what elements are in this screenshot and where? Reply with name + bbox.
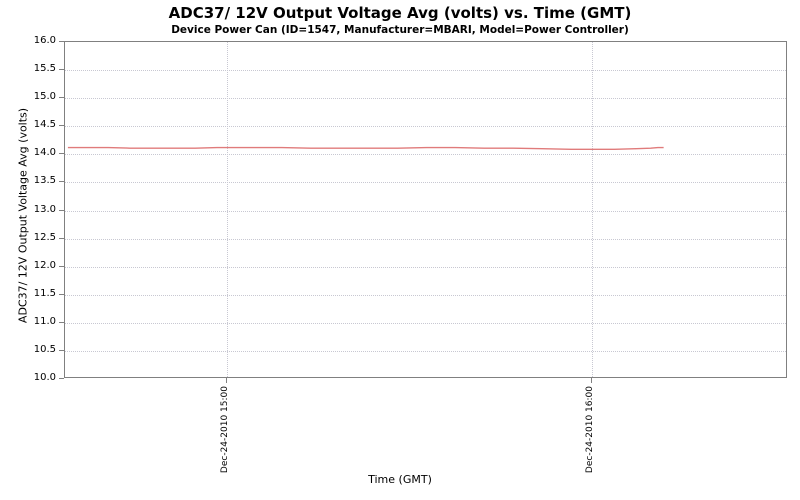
title-block: ADC37/ 12V Output Voltage Avg (volts) vs… bbox=[0, 4, 800, 37]
y-axis-tick-label: 13.0 bbox=[33, 203, 56, 215]
y-axis-tick-label: 15.5 bbox=[33, 63, 56, 75]
y-axis-tick-label: 12.5 bbox=[33, 231, 56, 243]
y-axis-tick-mark bbox=[59, 293, 64, 295]
y-axis-tick-mark bbox=[59, 321, 64, 323]
gridline-vertical bbox=[592, 42, 594, 377]
y-axis-tick-label: 10.0 bbox=[33, 372, 56, 383]
x-axis-tick-mark bbox=[225, 378, 227, 383]
y-axis-tick-label: 15.0 bbox=[33, 91, 56, 103]
data-line bbox=[67, 146, 664, 150]
x-axis-tick-mark bbox=[591, 378, 593, 383]
y-axis-tick-mark bbox=[59, 41, 64, 42]
page-title: ADC37/ 12V Output Voltage Avg (volts) vs… bbox=[168, 4, 632, 22]
gridline-vertical bbox=[226, 42, 228, 377]
y-axis-tick-mark bbox=[59, 209, 64, 211]
gridline-horizontal bbox=[65, 98, 786, 100]
y-axis-tick-mark bbox=[59, 125, 64, 127]
gridline-horizontal bbox=[65, 294, 786, 296]
gridline-horizontal bbox=[65, 266, 786, 268]
y-axis-tick-mark bbox=[59, 181, 64, 183]
y-axis-tick-mark bbox=[59, 69, 64, 71]
gridline-horizontal bbox=[65, 210, 786, 212]
y-axis-tick-mark bbox=[59, 237, 64, 239]
y-axis-tick-label: 12.0 bbox=[33, 259, 56, 271]
x-axis-title: Time (GMT) bbox=[368, 473, 432, 486]
gridline-horizontal bbox=[65, 126, 786, 128]
y-axis-tick-label: 11.5 bbox=[33, 287, 56, 299]
gridline-horizontal bbox=[65, 182, 786, 184]
gridline-horizontal bbox=[65, 350, 786, 352]
gridline-horizontal bbox=[65, 70, 786, 72]
y-axis-tick-label: 14.0 bbox=[33, 147, 56, 159]
x-axis-tick-label: Dec-24-2010 16:00 bbox=[585, 386, 596, 474]
gridline-horizontal bbox=[65, 322, 786, 324]
plot-area bbox=[64, 41, 787, 378]
y-axis-tick-label: 14.5 bbox=[33, 119, 56, 131]
gridline-horizontal bbox=[65, 238, 786, 240]
y-axis-tick-mark bbox=[59, 378, 64, 379]
y-axis-tick-label: 10.5 bbox=[33, 343, 56, 355]
y-axis-tick-mark bbox=[59, 349, 64, 351]
y-axis-title: ADC37/ 12V Output Voltage Avg (volts) bbox=[16, 107, 30, 324]
data-series-layer bbox=[67, 146, 664, 150]
y-axis-tick-label: 11.0 bbox=[33, 315, 56, 327]
x-axis-tick-label: Dec-24-2010 15:00 bbox=[219, 386, 230, 474]
y-axis-tick-label: 16.0 bbox=[33, 35, 56, 46]
y-axis-tick-mark bbox=[59, 153, 64, 155]
y-axis-tick-mark bbox=[59, 97, 64, 99]
y-axis-tick-label: 13.5 bbox=[33, 175, 56, 187]
y-axis-tick-mark bbox=[59, 265, 64, 267]
gridline-horizontal bbox=[65, 154, 786, 156]
chart-subtitle: Device Power Can (ID=1547, Manufacturer=… bbox=[171, 24, 629, 36]
